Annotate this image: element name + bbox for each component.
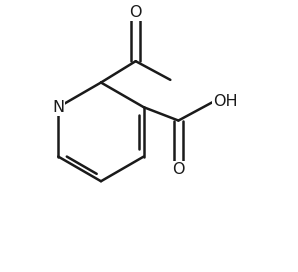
Text: O: O <box>172 162 185 177</box>
Text: O: O <box>129 5 142 20</box>
Text: N: N <box>52 100 64 115</box>
Text: OH: OH <box>213 94 238 109</box>
